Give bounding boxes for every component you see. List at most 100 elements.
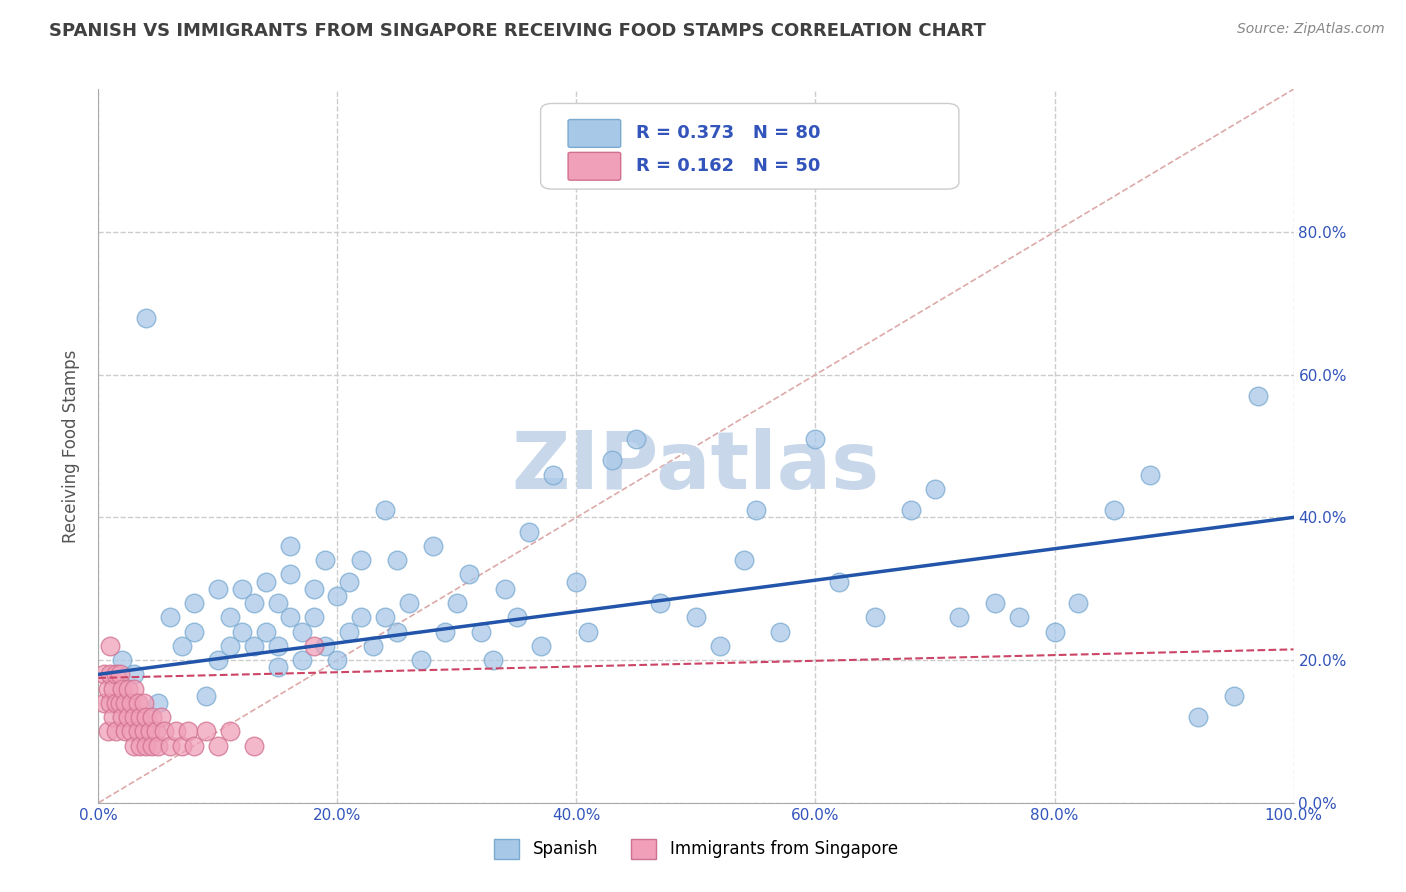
Text: R = 0.373   N = 80: R = 0.373 N = 80 xyxy=(637,125,821,143)
Point xyxy=(254,624,277,639)
Point xyxy=(231,582,253,596)
Point xyxy=(207,739,229,753)
Point xyxy=(159,610,181,624)
Text: SPANISH VS IMMIGRANTS FROM SINGAPORE RECEIVING FOOD STAMPS CORRELATION CHART: SPANISH VS IMMIGRANTS FROM SINGAPORE REC… xyxy=(49,22,986,40)
Point xyxy=(117,710,139,724)
Point xyxy=(530,639,553,653)
Point xyxy=(97,681,120,696)
Point xyxy=(153,724,176,739)
Point xyxy=(124,739,146,753)
Point xyxy=(278,567,301,582)
Point xyxy=(685,610,707,624)
Point xyxy=(98,667,122,681)
FancyBboxPatch shape xyxy=(568,120,620,147)
Point xyxy=(900,503,922,517)
Legend: Spanish, Immigrants from Singapore: Spanish, Immigrants from Singapore xyxy=(488,832,904,866)
Point xyxy=(145,724,167,739)
Point xyxy=(141,710,163,724)
Point xyxy=(183,624,205,639)
Point xyxy=(458,567,481,582)
Y-axis label: Receiving Food Stamps: Receiving Food Stamps xyxy=(62,350,80,542)
Point xyxy=(804,432,827,446)
Point xyxy=(219,724,242,739)
Point xyxy=(326,589,349,603)
Point xyxy=(141,739,163,753)
Point xyxy=(101,710,124,724)
Point xyxy=(135,310,157,325)
Point xyxy=(183,739,205,753)
Point xyxy=(828,574,851,589)
Point xyxy=(948,610,970,624)
Point xyxy=(127,696,149,710)
Point xyxy=(578,624,600,639)
Point xyxy=(219,639,242,653)
Point xyxy=(132,724,155,739)
Point xyxy=(129,710,152,724)
Point xyxy=(506,610,529,624)
Point xyxy=(267,660,290,674)
Point xyxy=(105,696,128,710)
Point xyxy=(177,724,200,739)
Point xyxy=(105,667,128,681)
Point xyxy=(709,639,731,653)
Point xyxy=(350,610,373,624)
Point xyxy=(207,653,229,667)
Point xyxy=(339,624,361,639)
Point xyxy=(385,553,409,567)
Point xyxy=(398,596,420,610)
Point xyxy=(481,653,505,667)
Point xyxy=(1008,610,1031,624)
Point xyxy=(117,681,139,696)
Point xyxy=(93,667,115,681)
Point xyxy=(924,482,946,496)
Point xyxy=(302,610,325,624)
Point xyxy=(446,596,468,610)
Text: R = 0.162   N = 50: R = 0.162 N = 50 xyxy=(637,157,821,175)
Point xyxy=(132,696,155,710)
Point xyxy=(129,739,152,753)
Point xyxy=(111,653,134,667)
Point xyxy=(231,624,253,639)
Point xyxy=(97,724,120,739)
Point xyxy=(267,596,290,610)
Point xyxy=(105,724,128,739)
Point xyxy=(195,724,218,739)
Point xyxy=(733,553,755,567)
Point xyxy=(165,724,187,739)
Point xyxy=(385,624,409,639)
Point xyxy=(302,582,325,596)
Point xyxy=(183,596,205,610)
Point xyxy=(114,724,136,739)
Point xyxy=(339,574,361,589)
Point xyxy=(149,710,172,724)
Point xyxy=(254,574,277,589)
Point xyxy=(124,667,146,681)
Point xyxy=(172,739,194,753)
Point xyxy=(278,610,301,624)
Point xyxy=(1067,596,1090,610)
Point xyxy=(302,639,325,653)
Point xyxy=(541,467,564,482)
Point xyxy=(291,653,314,667)
Point xyxy=(243,596,266,610)
Point xyxy=(207,582,229,596)
Point xyxy=(494,582,516,596)
Point xyxy=(267,639,290,653)
Point xyxy=(315,553,337,567)
Point xyxy=(124,681,146,696)
Point xyxy=(114,696,136,710)
Point xyxy=(124,710,146,724)
Point xyxy=(195,689,218,703)
Point xyxy=(1223,689,1246,703)
Point xyxy=(291,624,314,639)
Point xyxy=(745,503,768,517)
Point xyxy=(98,639,122,653)
Point xyxy=(984,596,1007,610)
Point xyxy=(565,574,588,589)
Point xyxy=(648,596,672,610)
FancyBboxPatch shape xyxy=(541,103,959,189)
Point xyxy=(159,739,181,753)
FancyBboxPatch shape xyxy=(568,153,620,180)
Point xyxy=(120,724,142,739)
Point xyxy=(1247,389,1270,403)
